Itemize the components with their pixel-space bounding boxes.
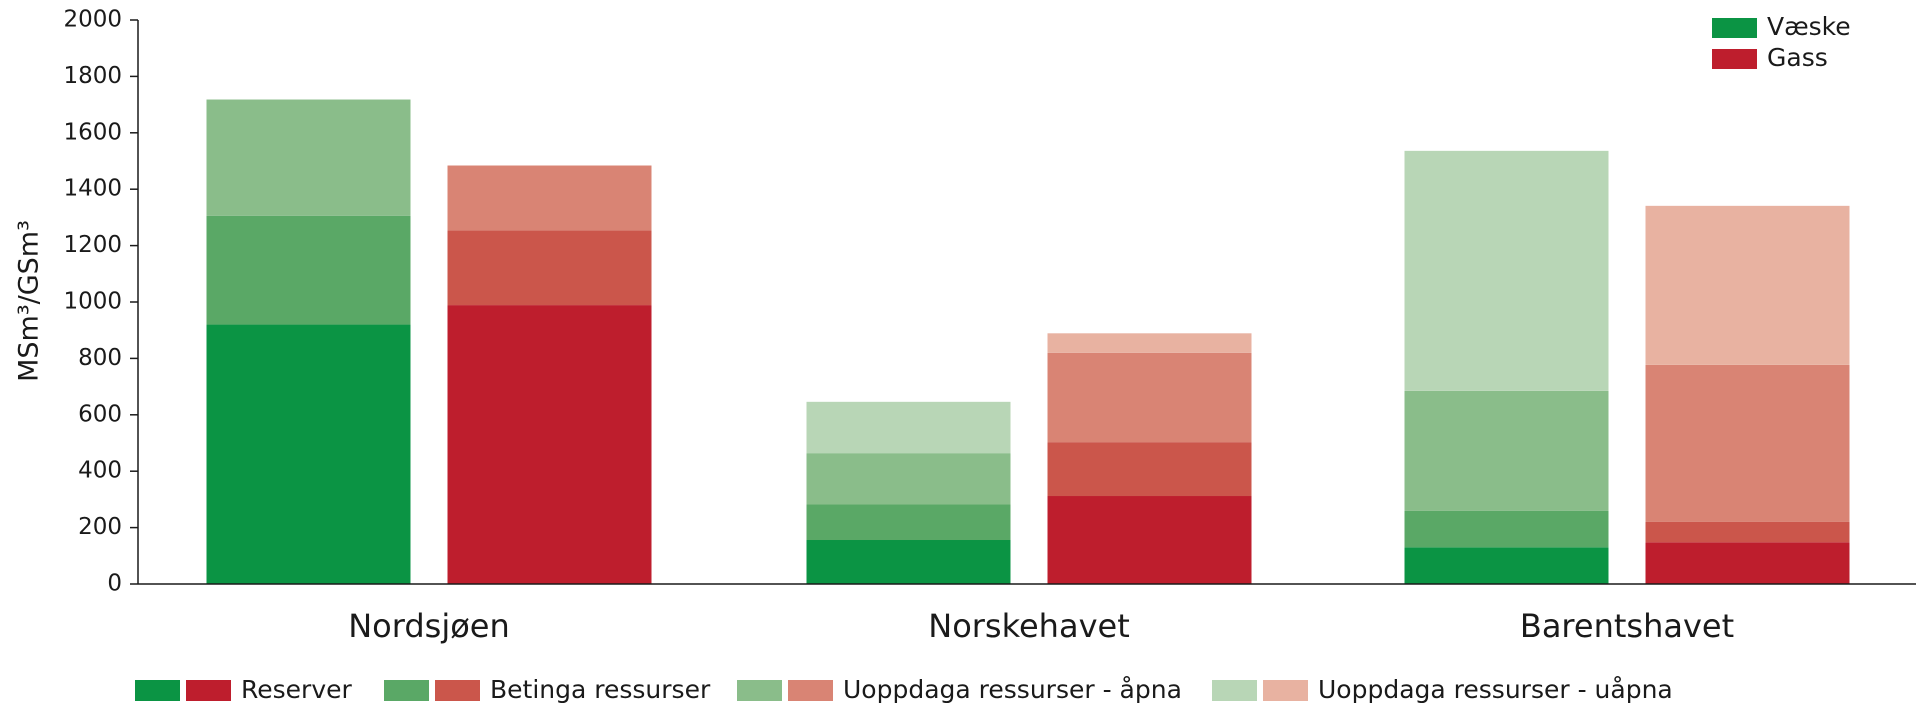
bar-segment — [1404, 390, 1609, 511]
legend-swatch — [788, 680, 833, 701]
legend-swatch — [1212, 680, 1257, 701]
bar-segment — [206, 215, 411, 325]
legend-label: Betinga ressurser — [490, 675, 711, 704]
x-tick-label: Barentshavet — [1520, 607, 1734, 645]
y-tick-label: 2000 — [63, 7, 122, 33]
bar-segment — [1645, 364, 1850, 522]
legend-swatch — [435, 680, 480, 701]
legend-swatch — [1263, 680, 1308, 701]
y-axis-label: MSm³/GSm³ — [14, 220, 45, 382]
y-tick-label: 1600 — [63, 119, 122, 145]
y-tick-label: 1200 — [63, 232, 122, 258]
bar-segment — [1645, 205, 1850, 365]
y-tick-label: 1800 — [63, 63, 122, 89]
bar-segment — [1047, 442, 1252, 497]
y-tick-label: 400 — [78, 458, 122, 484]
bar-segment — [806, 504, 1011, 541]
bar-segment — [806, 401, 1011, 454]
bar-segment — [1047, 496, 1252, 584]
bar-segment — [806, 453, 1011, 505]
legend-label: Reserver — [241, 675, 352, 704]
y-tick-label: 1000 — [63, 289, 122, 315]
bar-segment — [1404, 510, 1609, 548]
bar-segment — [447, 230, 652, 306]
bar-segment — [447, 165, 652, 231]
bar-segment — [1047, 352, 1252, 443]
legend-label: Gass — [1767, 43, 1828, 72]
legend-label: Væske — [1767, 12, 1851, 41]
y-tick-label: 0 — [107, 571, 122, 597]
bar-segment — [1047, 333, 1252, 353]
legend-swatch — [186, 680, 231, 701]
legend-label: Uoppdaga ressurser - uåpna — [1318, 675, 1673, 704]
bar-segment — [1645, 542, 1850, 584]
x-tick-label: Norskehavet — [928, 607, 1129, 645]
bar-segment — [1404, 547, 1609, 584]
bar-segment — [806, 540, 1011, 584]
bar-segment — [206, 99, 411, 216]
legend-swatch — [1712, 18, 1757, 38]
legend-label: Uoppdaga ressurser - åpna — [843, 675, 1182, 704]
y-tick-label: 800 — [78, 345, 122, 371]
legend-swatch — [135, 680, 180, 701]
legend-swatch — [384, 680, 429, 701]
bar-segment — [206, 324, 411, 584]
legend-swatch — [1712, 49, 1757, 69]
x-tick-label: Nordsjøen — [348, 607, 510, 645]
bar-segment — [447, 305, 652, 584]
bar-segment — [1645, 521, 1850, 543]
y-tick-label: 200 — [78, 514, 122, 540]
legend-swatch — [737, 680, 782, 701]
bar-segment — [1404, 150, 1609, 391]
y-tick-label: 1400 — [63, 176, 122, 202]
y-tick-label: 600 — [78, 401, 122, 427]
